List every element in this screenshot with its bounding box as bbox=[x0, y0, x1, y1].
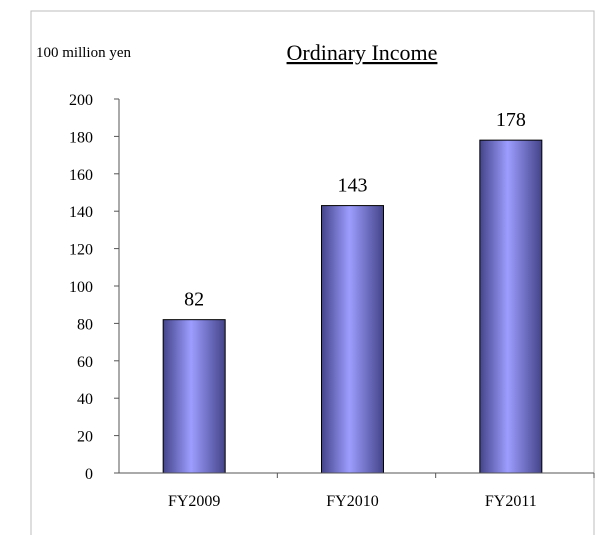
x-tick-label: FY2010 bbox=[326, 493, 378, 510]
data-label: 82 bbox=[184, 289, 204, 311]
x-tick-label: FY2009 bbox=[168, 493, 220, 510]
y-axis: 0 20 40 60 80 100 120 140 160 180 200 bbox=[69, 92, 120, 483]
x-tick-label: FY2011 bbox=[485, 493, 537, 510]
data-labels-group: 82 143 178 bbox=[184, 109, 526, 311]
bar-fy2011 bbox=[479, 139, 543, 474]
y-tick-label: 160 bbox=[69, 167, 93, 184]
data-label: 178 bbox=[496, 109, 526, 131]
bar-fy2010 bbox=[321, 205, 384, 474]
y-tick-label: 60 bbox=[77, 354, 93, 371]
y-tick-label: 20 bbox=[77, 429, 93, 446]
y-tick-label: 40 bbox=[77, 391, 93, 408]
data-label: 143 bbox=[338, 175, 368, 197]
unit-label: 100 million yen bbox=[36, 45, 131, 61]
y-tick-label: 200 bbox=[69, 92, 93, 109]
chart-title: Ordinary Income bbox=[287, 40, 438, 65]
y-tick-label: 80 bbox=[77, 316, 93, 333]
y-tick-label: 0 bbox=[85, 466, 93, 483]
y-tick-label: 180 bbox=[69, 129, 93, 146]
chart-frame bbox=[30, 10, 595, 535]
y-tick-label: 100 bbox=[69, 279, 93, 296]
x-axis: FY2009 FY2010 FY2011 bbox=[119, 472, 595, 510]
y-tick-label: 140 bbox=[69, 204, 93, 221]
y-tick-label: 120 bbox=[69, 242, 93, 259]
bar-fy2009 bbox=[162, 319, 226, 474]
